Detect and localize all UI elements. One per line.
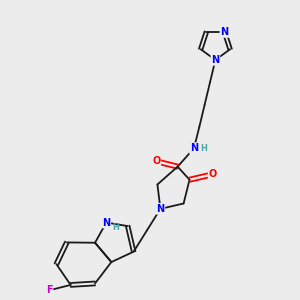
- Text: N: N: [211, 55, 220, 65]
- Text: N: N: [220, 27, 229, 37]
- Text: N: N: [102, 218, 110, 227]
- Text: H: H: [200, 144, 207, 153]
- Text: N: N: [156, 204, 164, 214]
- Text: O: O: [208, 169, 217, 179]
- Text: H: H: [112, 224, 119, 232]
- Text: N: N: [190, 143, 198, 153]
- Text: F: F: [46, 285, 52, 295]
- Text: O: O: [152, 156, 160, 166]
